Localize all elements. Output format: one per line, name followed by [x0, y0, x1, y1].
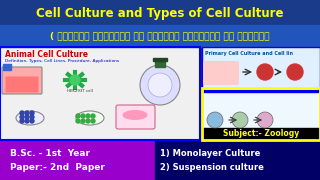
Text: 1) Monolayer Culture: 1) Monolayer Culture — [160, 148, 260, 158]
FancyBboxPatch shape — [220, 61, 239, 85]
Circle shape — [148, 73, 172, 97]
Ellipse shape — [123, 110, 148, 120]
Bar — [0, 47, 200, 140]
Circle shape — [91, 114, 95, 118]
Circle shape — [81, 119, 85, 123]
Text: ( कोशिका संवर्धन और कोशिका संवर्धन के प्रकार: ( कोशिका संवर्धन और कोशिका संवर्धन के प्… — [50, 31, 270, 40]
Bar — [202, 128, 320, 140]
Circle shape — [86, 119, 90, 123]
Bar — [153, 58, 167, 61]
Circle shape — [76, 119, 80, 123]
Text: B.Sc. - 1st  Year: B.Sc. - 1st Year — [10, 148, 90, 158]
Circle shape — [30, 111, 34, 115]
Bar — [0, 47, 200, 140]
Circle shape — [257, 64, 273, 80]
Circle shape — [140, 65, 180, 105]
Circle shape — [20, 119, 24, 123]
Bar — [3, 64, 11, 70]
Ellipse shape — [76, 111, 104, 125]
Text: Subject:- Zoology: Subject:- Zoology — [223, 129, 299, 138]
Circle shape — [91, 119, 95, 123]
Bar — [155, 140, 320, 180]
Circle shape — [30, 115, 34, 119]
Circle shape — [25, 119, 29, 123]
Circle shape — [70, 75, 80, 85]
Circle shape — [76, 114, 80, 118]
Bar — [0, 140, 155, 180]
FancyBboxPatch shape — [5, 76, 38, 93]
Circle shape — [207, 112, 223, 128]
Bar — [0, 0, 320, 25]
Circle shape — [20, 115, 24, 119]
FancyBboxPatch shape — [203, 61, 222, 85]
Circle shape — [81, 114, 85, 118]
Circle shape — [20, 111, 24, 115]
Circle shape — [30, 119, 34, 123]
FancyBboxPatch shape — [116, 105, 155, 129]
Bar — [202, 92, 320, 140]
Text: 2) Suspension culture: 2) Suspension culture — [160, 163, 264, 172]
Bar — [202, 47, 320, 90]
Text: Cell Culture and Types of Cell Culture: Cell Culture and Types of Cell Culture — [36, 6, 284, 19]
Circle shape — [257, 112, 273, 128]
Circle shape — [232, 112, 248, 128]
Text: Animal Cell Culture: Animal Cell Culture — [5, 50, 88, 59]
Text: Primary Cell Culture and Cell lin: Primary Cell Culture and Cell lin — [205, 51, 293, 55]
Text: Definition, Types, Cell Lines, Procedure, Applications: Definition, Types, Cell Lines, Procedure… — [5, 59, 119, 63]
Text: HEK293T cell: HEK293T cell — [67, 89, 93, 93]
FancyBboxPatch shape — [2, 67, 42, 94]
Bar — [155, 59, 165, 67]
Circle shape — [25, 115, 29, 119]
Bar — [0, 25, 320, 47]
Circle shape — [86, 114, 90, 118]
Ellipse shape — [16, 111, 44, 125]
Circle shape — [25, 111, 29, 115]
Circle shape — [287, 64, 303, 80]
Bar — [202, 88, 320, 140]
Text: Paper:- 2nd  Paper: Paper:- 2nd Paper — [10, 163, 105, 172]
